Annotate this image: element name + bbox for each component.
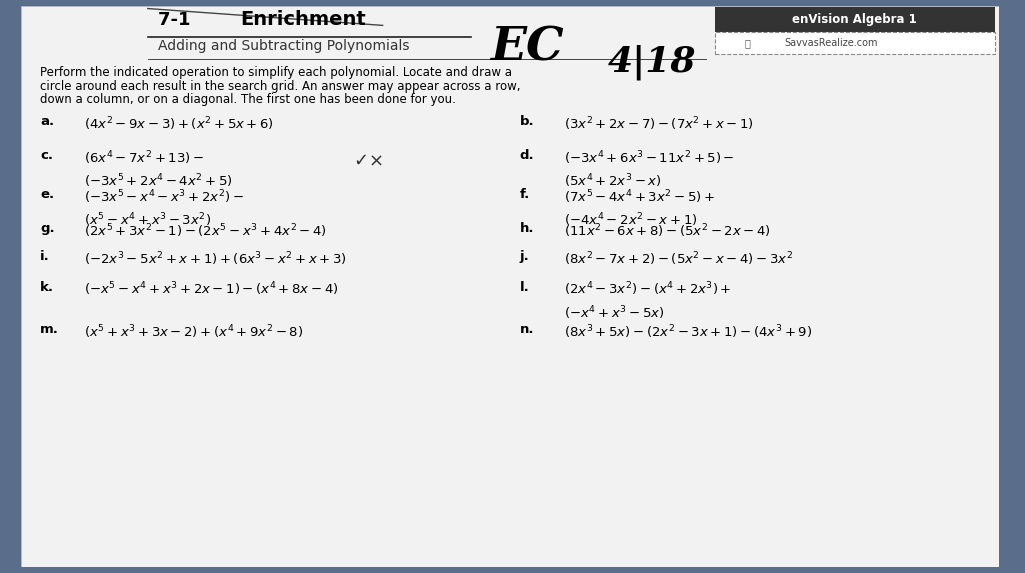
Text: $(-2x^3-5x^2+x+1)+(6x^3-x^2+x+3)$: $(-2x^3-5x^2+x+1)+(6x^3-x^2+x+3)$ <box>84 250 347 268</box>
Text: $(-4x^4-2x^2-x+1)$: $(-4x^4-2x^2-x+1)$ <box>564 212 697 229</box>
Text: d.: d. <box>520 149 534 162</box>
Text: $(11x^2-6x+8)-(5x^2-2x-4)$: $(11x^2-6x+8)-(5x^2-2x-4)$ <box>564 222 771 240</box>
Text: $(7x^5-4x^4+3x^2-5)+$: $(7x^5-4x^4+3x^2-5)+$ <box>564 188 714 206</box>
FancyBboxPatch shape <box>714 32 995 54</box>
Text: $(2x^5+3x^2-1)-(2x^5-x^3+4x^2-4)$: $(2x^5+3x^2-1)-(2x^5-x^3+4x^2-4)$ <box>84 222 327 240</box>
Text: ⌕: ⌕ <box>745 38 750 48</box>
Text: $(2x^4-3x^2)-(x^4+2x^3)+$: $(2x^4-3x^2)-(x^4+2x^3)+$ <box>564 281 732 299</box>
Text: $\checkmark\!\times$: $\checkmark\!\times$ <box>354 152 383 170</box>
Text: i.: i. <box>40 250 50 263</box>
Text: down a column, or on a diagonal. The first one has been done for you.: down a column, or on a diagonal. The fir… <box>40 93 456 107</box>
Text: $(-3x^5-x^4-x^3+2x^2)-$: $(-3x^5-x^4-x^3+2x^2)-$ <box>84 188 244 206</box>
Text: 7-1: 7-1 <box>158 11 203 29</box>
Text: 4|18: 4|18 <box>608 44 696 80</box>
Text: $(-x^4+x^3-5x)$: $(-x^4+x^3-5x)$ <box>564 304 664 322</box>
Text: $(6x^4-7x^2+13)-$: $(6x^4-7x^2+13)-$ <box>84 149 204 167</box>
Text: SavvasRealize.com: SavvasRealize.com <box>784 38 877 48</box>
Text: $(-3x^5+2x^4-4x^2+5)$: $(-3x^5+2x^4-4x^2+5)$ <box>84 172 233 190</box>
Text: $(x^5-x^4+x^3-3x^2)$: $(x^5-x^4+x^3-3x^2)$ <box>84 212 211 229</box>
Text: $(8x^3+5x)-(2x^2-3x+1)-(4x^3+9)$: $(8x^3+5x)-(2x^2-3x+1)-(4x^3+9)$ <box>564 323 812 340</box>
Text: Perform the indicated operation to simplify each polynomial. Locate and draw a: Perform the indicated operation to simpl… <box>40 66 512 80</box>
Text: $(4x^2-9x-3)+(x^2+5x+6)$: $(4x^2-9x-3)+(x^2+5x+6)$ <box>84 115 274 133</box>
Text: $(-x^5-x^4+x^3+2x-1)-(x^4+8x-4)$: $(-x^5-x^4+x^3+2x-1)-(x^4+8x-4)$ <box>84 281 338 299</box>
Text: h.: h. <box>520 222 534 235</box>
Text: Enrichment: Enrichment <box>241 10 367 29</box>
Text: Adding and Subtracting Polynomials: Adding and Subtracting Polynomials <box>158 39 409 53</box>
Text: m.: m. <box>40 323 59 336</box>
Text: b.: b. <box>520 115 534 128</box>
Text: $(8x^2-7x+2)-(5x^2-x-4)-3x^2$: $(8x^2-7x+2)-(5x^2-x-4)-3x^2$ <box>564 250 793 268</box>
Text: $(3x^2+2x-7)-(7x^2+x-1)$: $(3x^2+2x-7)-(7x^2+x-1)$ <box>564 115 753 133</box>
Text: j.: j. <box>520 250 530 263</box>
Text: circle around each result in the search grid. An answer may appear across a row,: circle around each result in the search … <box>40 80 521 93</box>
Text: $(x^5+x^3+3x-2)+(x^4+9x^2-8)$: $(x^5+x^3+3x-2)+(x^4+9x^2-8)$ <box>84 323 303 340</box>
Text: c.: c. <box>40 149 53 162</box>
Text: n.: n. <box>520 323 534 336</box>
FancyBboxPatch shape <box>714 7 995 32</box>
Text: $(-3x^4+6x^3-11x^2+5)-$: $(-3x^4+6x^3-11x^2+5)-$ <box>564 149 734 167</box>
Text: l.: l. <box>520 281 530 294</box>
Text: a.: a. <box>40 115 54 128</box>
Text: g.: g. <box>40 222 54 235</box>
Text: f.: f. <box>520 188 530 201</box>
Text: e.: e. <box>40 188 54 201</box>
Text: EC: EC <box>490 25 564 71</box>
Text: enVision Algebra 1: enVision Algebra 1 <box>792 13 917 26</box>
Text: k.: k. <box>40 281 54 294</box>
FancyBboxPatch shape <box>20 6 999 567</box>
Text: $(5x^4+2x^3-x)$: $(5x^4+2x^3-x)$ <box>564 172 661 190</box>
